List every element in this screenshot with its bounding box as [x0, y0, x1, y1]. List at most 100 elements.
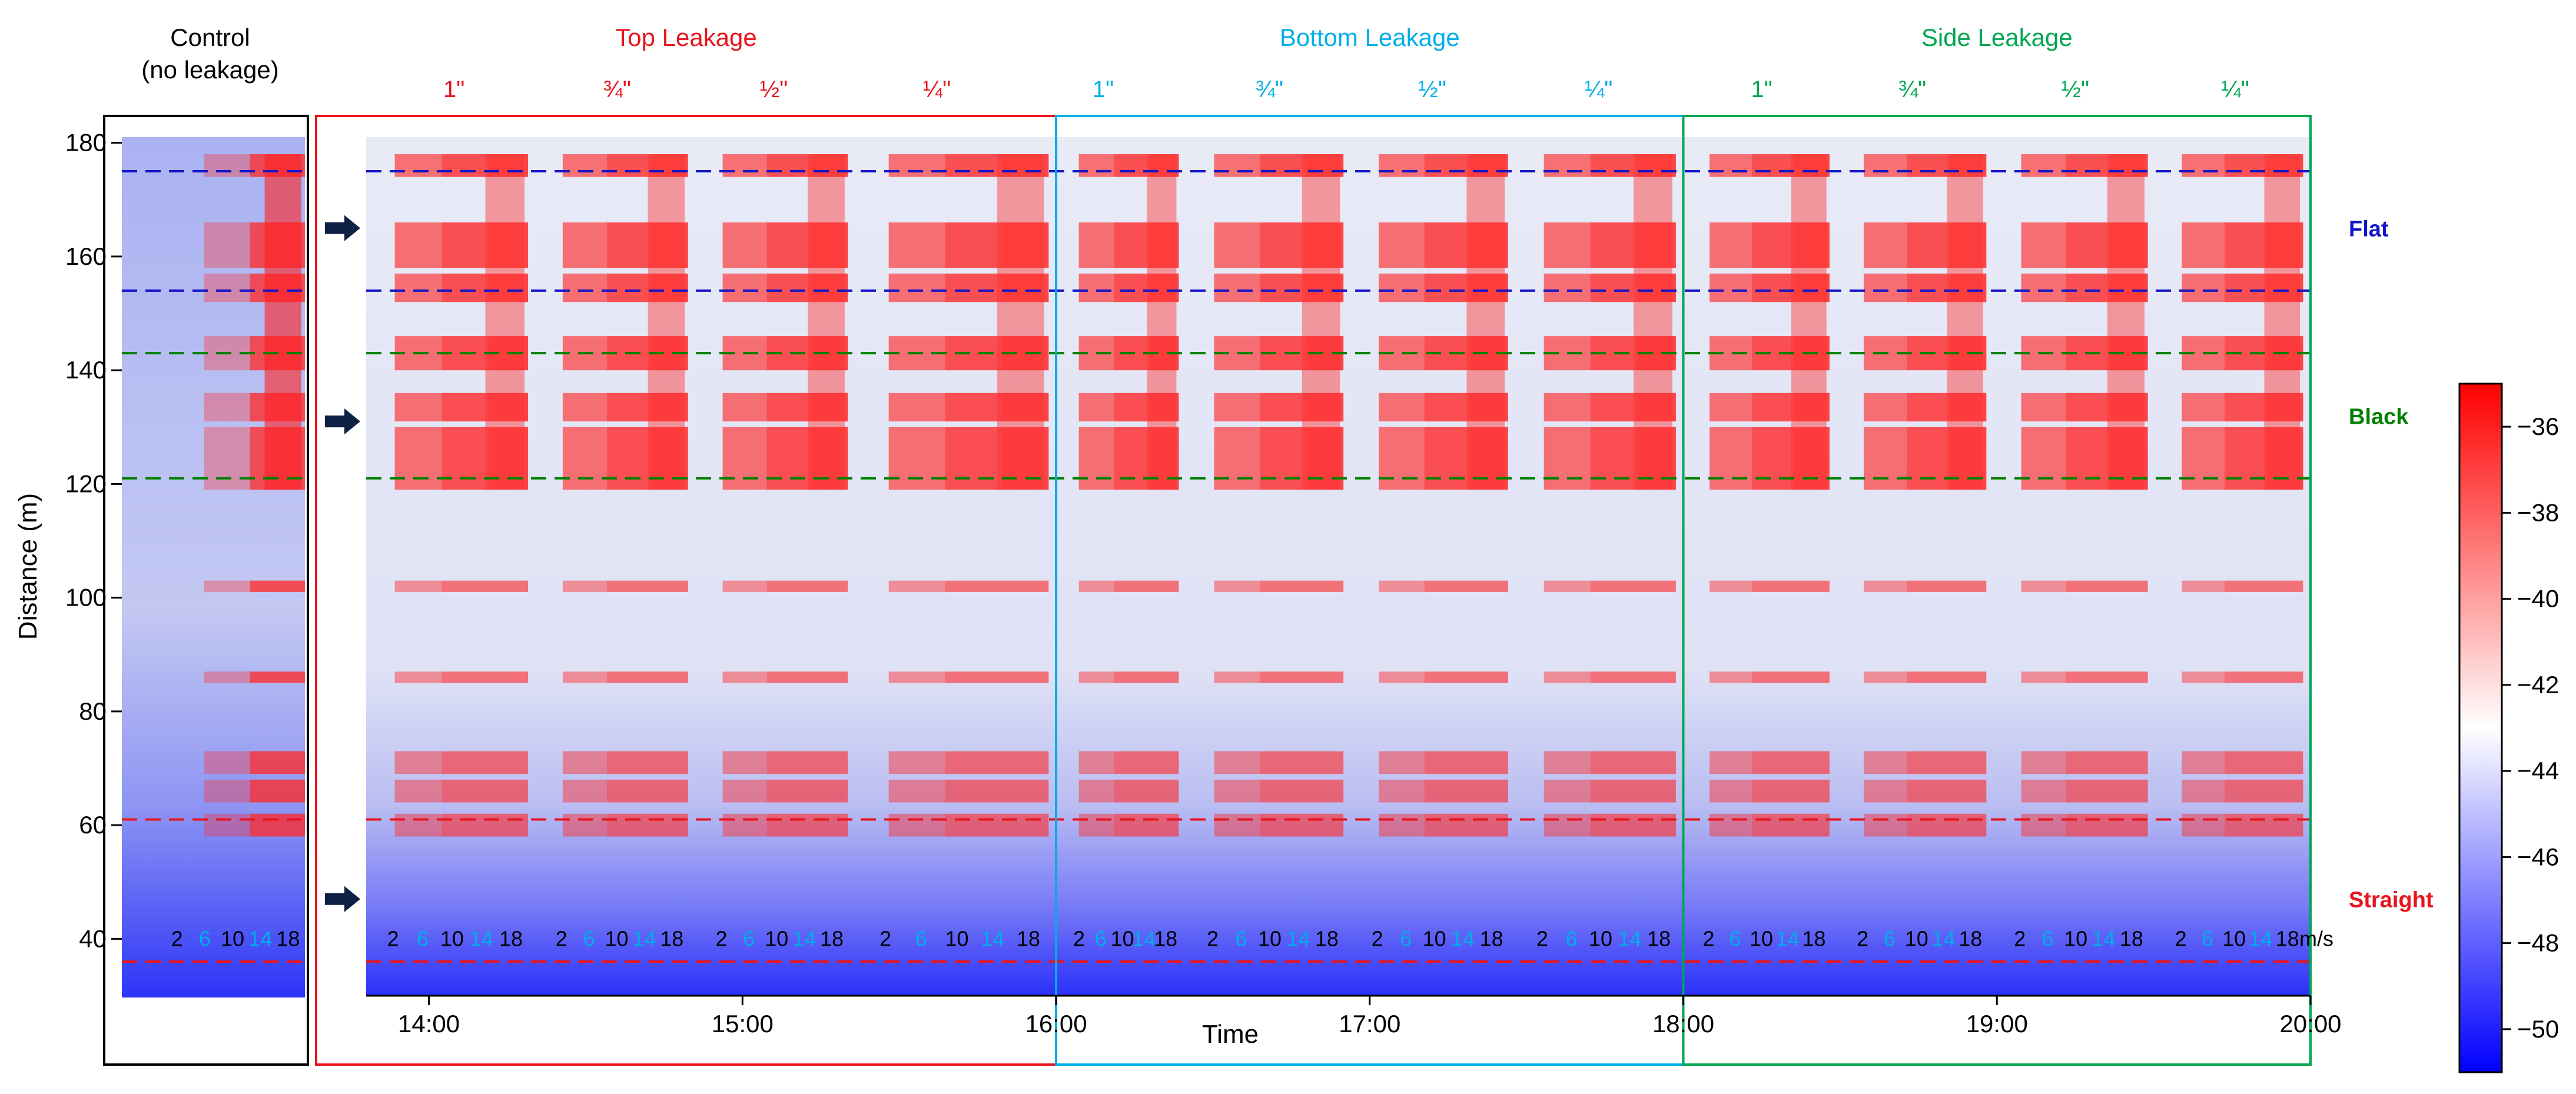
heat-band [1379, 580, 1508, 592]
heat-band [1214, 751, 1344, 774]
x-axis: 14:00 15:00 16:00 17:00 18:00 19:00 20:00 [366, 995, 2342, 1038]
heat-band [607, 813, 688, 837]
leak-size-label: 1" [443, 77, 464, 102]
heat-band [562, 427, 688, 473]
heat-band [1078, 813, 1179, 837]
heat-band [1379, 813, 1508, 837]
heat-band [2021, 580, 2148, 592]
colorbar-gradient [2458, 383, 2503, 1073]
heat-band [562, 273, 688, 302]
colorbar-tick-label: −40 [2517, 585, 2559, 613]
wind-speed-label: 18 [499, 926, 523, 950]
heat-band [607, 580, 688, 592]
colorbar-tick-label: −44 [2517, 757, 2559, 784]
heat-band [607, 779, 688, 803]
heat-band [394, 751, 529, 774]
heat-band [1214, 473, 1344, 490]
pattern-label: Straight [2349, 888, 2434, 913]
heat-band [1078, 473, 1179, 490]
heat-band [2021, 779, 2148, 803]
heat-band [2182, 779, 2303, 803]
heat-band [2182, 427, 2303, 473]
heat-band [2021, 813, 2148, 837]
colorbar-tick-label: −50 [2517, 1015, 2559, 1043]
heat-band [1078, 154, 1179, 177]
heat-band [1907, 813, 1987, 837]
wind-speed-label: 2 [879, 926, 891, 950]
heat-band [1379, 751, 1508, 774]
arrow-icon [325, 408, 360, 435]
arrow-icon [325, 886, 360, 912]
wind-speed-label: 2 [715, 926, 727, 950]
wind-speed-label: 6 [2202, 926, 2213, 950]
wind-speed-label: 2 [1207, 926, 1219, 950]
heat-band [888, 751, 1049, 774]
heat-band [888, 427, 1049, 473]
heat-band [1379, 473, 1508, 490]
heat-band [1379, 427, 1508, 473]
heat-band [1590, 779, 1676, 803]
heat-band [1214, 154, 1344, 177]
heat-band [722, 751, 848, 774]
colorbar-ticks: −36 −38 −40 −42 −44 −46 −48 −50 [2502, 413, 2559, 1043]
heat-band [2182, 473, 2303, 490]
wind-speed-label: 2 [1703, 926, 1715, 950]
heat-band [888, 580, 1049, 592]
x-tick-label: 15:00 [712, 1010, 774, 1038]
heat-band [1752, 580, 1830, 592]
heat-band [2182, 393, 2303, 422]
heat-band [1709, 779, 1830, 803]
wind-speed-label: 10 [440, 926, 464, 950]
heat-band [1543, 813, 1676, 837]
heat-band [888, 154, 1049, 177]
heat-band [1863, 154, 1987, 177]
heat-band [2225, 580, 2303, 592]
heat-band [722, 580, 848, 592]
heat-band [1379, 154, 1508, 177]
heat-band [722, 779, 848, 803]
leak-size-label: ½" [2062, 77, 2090, 102]
x-axis-label: Time [1202, 1020, 1259, 1049]
heat-band [1260, 779, 1344, 803]
heat-band [1709, 427, 1830, 473]
pattern-label: Flat [2349, 217, 2389, 242]
control-heat-band [250, 813, 305, 837]
heat-band [562, 813, 688, 837]
leak-size-label: ¾" [1256, 77, 1284, 102]
leak-size-label: 1" [1093, 77, 1114, 102]
x-tick-label: 18:00 [1652, 1010, 1714, 1038]
colorbar-tick-label: −48 [2517, 929, 2559, 957]
heat-band [607, 751, 688, 774]
wind-speed-label: 18 [660, 926, 683, 950]
x-tick-label: 20:00 [2279, 1010, 2341, 1038]
wind-speed-label: 14 [1286, 926, 1310, 950]
heat-band [2182, 813, 2303, 837]
x-tick-label: 19:00 [1966, 1010, 2028, 1038]
wind-speed-label: 18 [1958, 926, 1982, 950]
wind-speed-label: 10 [1258, 926, 1282, 950]
heat-band [945, 671, 1049, 683]
y-tick-label: 80 [79, 697, 107, 725]
heat-band [1543, 336, 1676, 371]
group-title: Side Leakage [1921, 24, 2073, 51]
heat-plume [485, 154, 525, 490]
wind-speed-label: 14 [792, 926, 816, 950]
heat-band [1709, 273, 1830, 302]
heat-band [888, 813, 1049, 837]
wind-speed-label: 6 [1400, 926, 1412, 950]
heat-band [2066, 671, 2148, 683]
control-heat-plume [264, 154, 301, 490]
heat-band [766, 671, 848, 683]
heat-band [562, 154, 688, 177]
heat-band [1260, 671, 1344, 683]
heat-band [1709, 473, 1830, 490]
heat-band [2066, 580, 2148, 592]
wind-speed-label: 18 [1647, 926, 1671, 950]
heat-band [1379, 273, 1508, 302]
wind-speed-label: 14 [1618, 926, 1642, 950]
heat-band [888, 473, 1049, 490]
heat-band [1114, 779, 1179, 803]
wind-speed-label: 10 [2222, 926, 2246, 950]
heat-band [2066, 813, 2148, 837]
heat-band [394, 779, 529, 803]
